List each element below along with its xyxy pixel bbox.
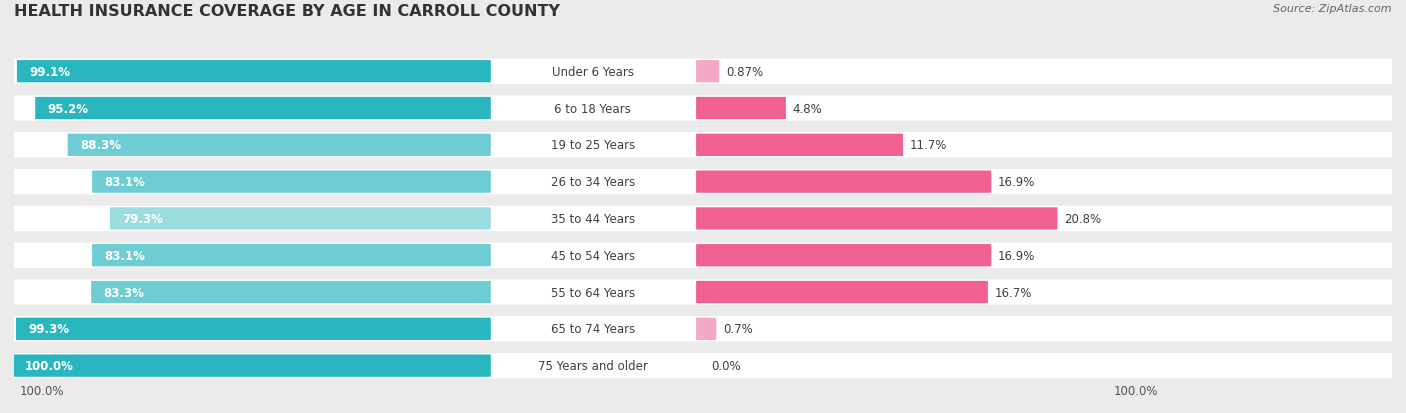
Text: 4.8%: 4.8% — [793, 102, 823, 115]
FancyBboxPatch shape — [10, 59, 1396, 85]
FancyBboxPatch shape — [10, 280, 1396, 305]
Text: 0.0%: 0.0% — [711, 359, 741, 372]
FancyBboxPatch shape — [696, 281, 988, 304]
Text: 55 to 64 Years: 55 to 64 Years — [551, 286, 636, 299]
FancyBboxPatch shape — [91, 244, 491, 267]
Text: 16.9%: 16.9% — [998, 176, 1036, 189]
Text: 0.7%: 0.7% — [723, 323, 752, 335]
Text: 11.7%: 11.7% — [910, 139, 948, 152]
Text: Under 6 Years: Under 6 Years — [551, 66, 634, 78]
FancyBboxPatch shape — [696, 171, 991, 193]
Text: 35 to 44 Years: 35 to 44 Years — [551, 212, 636, 225]
Text: 83.1%: 83.1% — [104, 176, 145, 189]
Text: 95.2%: 95.2% — [48, 102, 89, 115]
FancyBboxPatch shape — [10, 169, 1396, 195]
FancyBboxPatch shape — [15, 318, 491, 340]
Text: 83.3%: 83.3% — [104, 286, 145, 299]
Text: 99.3%: 99.3% — [28, 323, 69, 335]
Text: 16.7%: 16.7% — [995, 286, 1032, 299]
FancyBboxPatch shape — [696, 244, 991, 267]
Text: 100.0%: 100.0% — [1114, 384, 1157, 397]
FancyBboxPatch shape — [13, 355, 491, 377]
Text: 99.1%: 99.1% — [30, 66, 70, 78]
Text: 100.0%: 100.0% — [20, 384, 65, 397]
FancyBboxPatch shape — [696, 134, 903, 157]
FancyBboxPatch shape — [696, 318, 716, 340]
FancyBboxPatch shape — [10, 206, 1396, 232]
FancyBboxPatch shape — [35, 97, 491, 120]
FancyBboxPatch shape — [91, 171, 491, 193]
FancyBboxPatch shape — [696, 208, 1057, 230]
Text: HEALTH INSURANCE COVERAGE BY AGE IN CARROLL COUNTY: HEALTH INSURANCE COVERAGE BY AGE IN CARR… — [14, 4, 560, 19]
Text: 16.9%: 16.9% — [998, 249, 1036, 262]
FancyBboxPatch shape — [696, 61, 718, 83]
Text: 19 to 25 Years: 19 to 25 Years — [551, 139, 636, 152]
FancyBboxPatch shape — [10, 353, 1396, 378]
Text: 20.8%: 20.8% — [1064, 212, 1101, 225]
FancyBboxPatch shape — [10, 96, 1396, 121]
FancyBboxPatch shape — [17, 61, 491, 83]
Text: 79.3%: 79.3% — [122, 212, 163, 225]
Text: 83.1%: 83.1% — [104, 249, 145, 262]
FancyBboxPatch shape — [91, 281, 491, 304]
FancyBboxPatch shape — [10, 243, 1396, 268]
Text: 26 to 34 Years: 26 to 34 Years — [551, 176, 636, 189]
Text: 75 Years and older: 75 Years and older — [538, 359, 648, 372]
Text: 6 to 18 Years: 6 to 18 Years — [554, 102, 631, 115]
FancyBboxPatch shape — [67, 134, 491, 157]
FancyBboxPatch shape — [10, 133, 1396, 158]
FancyBboxPatch shape — [110, 208, 491, 230]
Text: 45 to 54 Years: 45 to 54 Years — [551, 249, 636, 262]
FancyBboxPatch shape — [696, 97, 786, 120]
Text: Source: ZipAtlas.com: Source: ZipAtlas.com — [1274, 4, 1392, 14]
FancyBboxPatch shape — [10, 316, 1396, 342]
Text: 65 to 74 Years: 65 to 74 Years — [551, 323, 636, 335]
Text: 100.0%: 100.0% — [25, 359, 75, 372]
Text: 88.3%: 88.3% — [80, 139, 121, 152]
Text: 0.87%: 0.87% — [725, 66, 763, 78]
